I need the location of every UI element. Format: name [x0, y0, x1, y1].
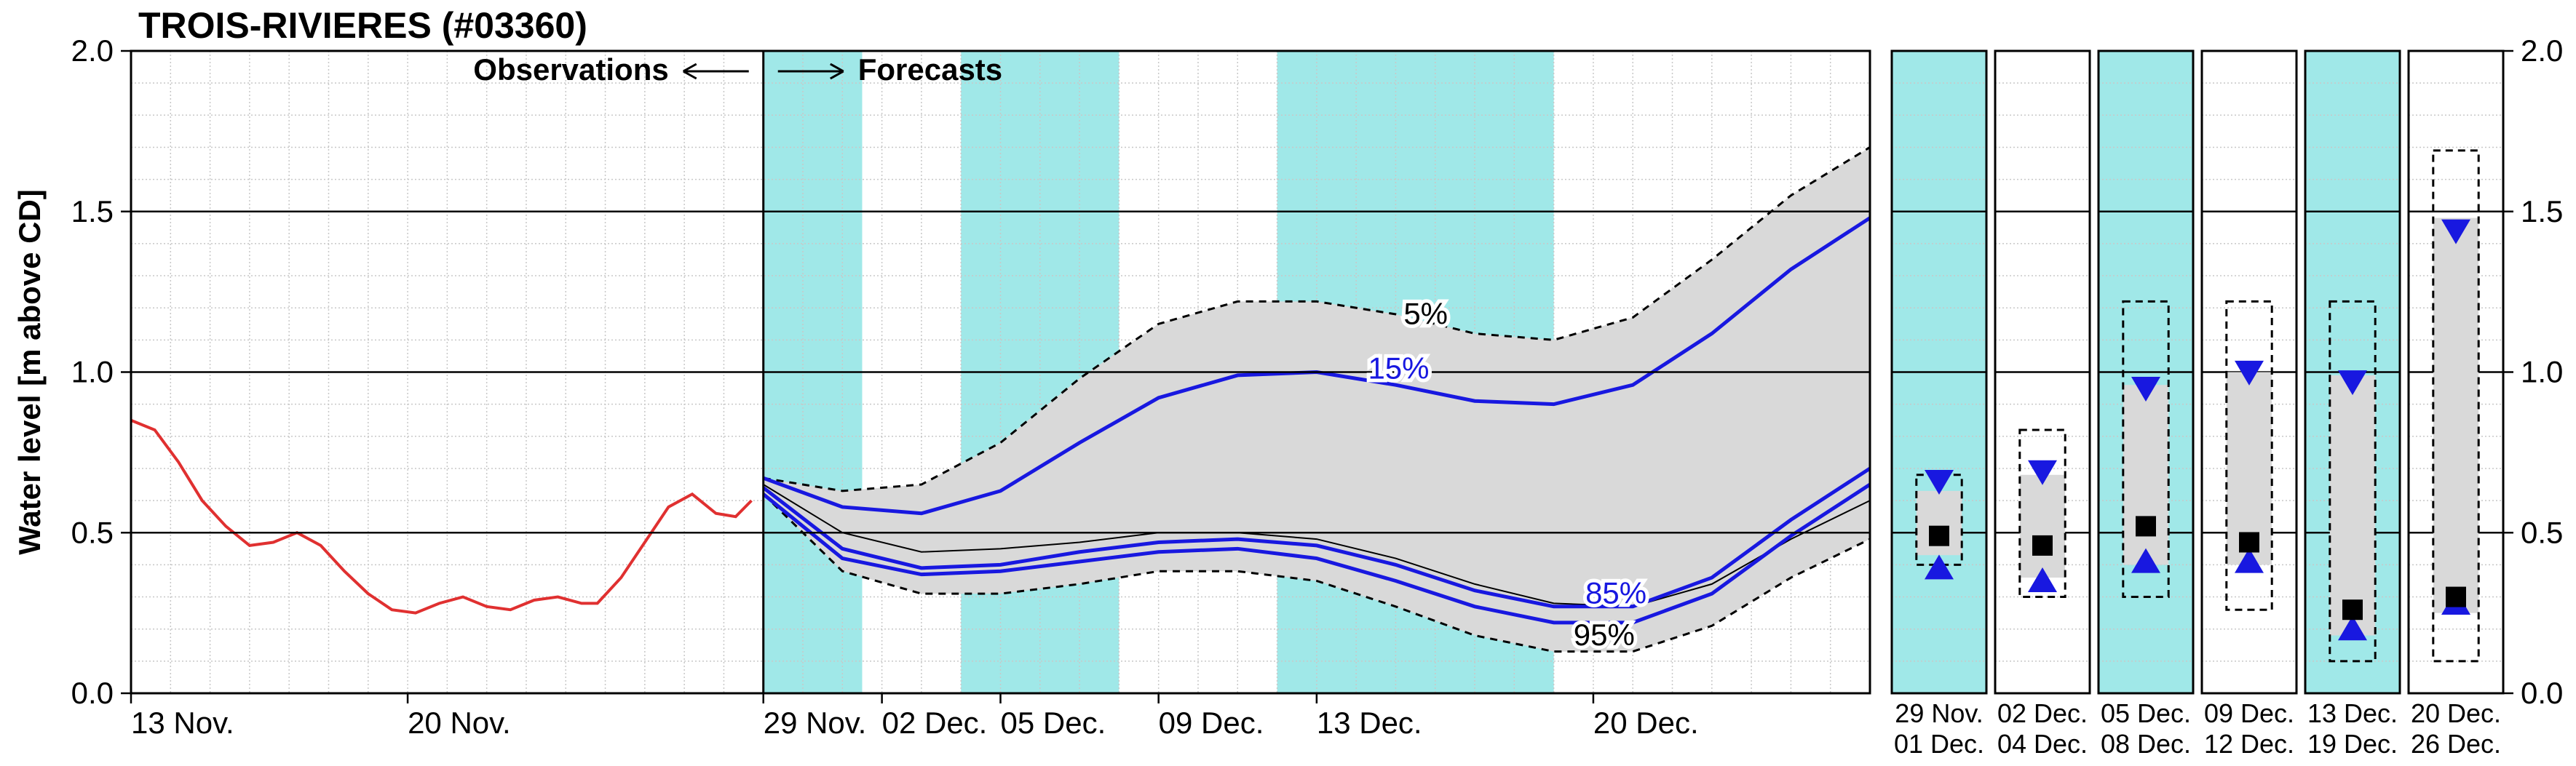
ytick-label: 0.5	[71, 515, 114, 549]
obs-line	[131, 420, 751, 613]
ytick-label-right: 0.0	[2521, 676, 2563, 710]
panel-bot-label: 26 Dec.	[2411, 729, 2501, 759]
pct-label: 95%	[1574, 618, 1635, 652]
median-square-icon	[2342, 599, 2363, 620]
ytick-label: 1.5	[71, 194, 114, 228]
side-panel: 09 Dec.12 Dec.	[2202, 51, 2296, 759]
xtick-label: 13 Dec.	[1317, 706, 1422, 740]
median-square-icon	[2032, 535, 2053, 556]
xtick-label: 29 Nov.	[764, 706, 867, 740]
side-panel: 29 Nov.01 Dec.	[1892, 51, 1986, 759]
ytick-label-right: 0.5	[2521, 515, 2563, 549]
side-panel: 05 Dec.08 Dec.	[2099, 51, 2193, 759]
side-panel: 13 Dec.19 Dec.	[2305, 51, 2400, 759]
panel-gray-box	[2123, 385, 2168, 564]
panel-top-label: 05 Dec.	[2101, 698, 2191, 728]
panel-bot-label: 01 Dec.	[1894, 729, 1984, 759]
xtick-label: 09 Dec.	[1159, 706, 1264, 740]
ytick-label-right: 2.0	[2521, 33, 2563, 68]
panel-bot-label: 19 Dec.	[2307, 729, 2398, 759]
median-square-icon	[2446, 587, 2466, 607]
panel-top-label: 29 Nov.	[1895, 698, 1983, 728]
panel-gray-box	[2020, 475, 2065, 578]
panel-bot-label: 04 Dec.	[1997, 729, 2088, 759]
main-plot: 5%5%15%15%85%85%95%95%ObservationsForeca…	[12, 5, 1870, 740]
panel-top-label: 02 Dec.	[1997, 698, 2088, 728]
xtick-label: 20 Nov.	[408, 706, 511, 740]
panel-top-label: 09 Dec.	[2204, 698, 2294, 728]
pct-label: 15%	[1368, 351, 1429, 385]
median-square-icon	[1929, 526, 1949, 546]
chart-container: 5%5%15%15%85%85%95%95%ObservationsForeca…	[0, 0, 2576, 766]
chart-svg: 5%5%15%15%85%85%95%95%ObservationsForeca…	[0, 0, 2576, 766]
y-axis-label: Water level [m above CD]	[12, 189, 47, 555]
ytick-label: 1.0	[71, 355, 114, 389]
ytick-label: 2.0	[71, 33, 114, 68]
panel-top-label: 20 Dec.	[2411, 698, 2501, 728]
chart-title: TROIS-RIVIERES (#03360)	[138, 5, 587, 46]
ytick-label: 0.0	[71, 676, 114, 710]
fcst-label: Forecasts	[858, 52, 1002, 87]
panel-gray-box	[2330, 375, 2375, 636]
arrow-left-icon	[683, 64, 749, 79]
panel-bot-label: 12 Dec.	[2204, 729, 2294, 759]
ytick-label-right: 1.0	[2521, 355, 2563, 389]
panel-gray-box	[2433, 218, 2478, 613]
side-panel: 20 Dec.26 Dec.	[2409, 51, 2503, 759]
side-panel: 02 Dec.04 Dec.	[1995, 51, 2090, 759]
pct-label: 85%	[1585, 575, 1646, 610]
obs-label: Observations	[473, 52, 668, 87]
ytick-label-right: 1.5	[2521, 194, 2563, 228]
median-square-icon	[2136, 516, 2156, 536]
xtick-label: 05 Dec.	[1001, 706, 1106, 740]
xtick-label: 20 Dec.	[1593, 706, 1699, 740]
panel-top-label: 13 Dec.	[2307, 698, 2398, 728]
median-square-icon	[2239, 532, 2259, 552]
panel-bot-label: 08 Dec.	[2101, 729, 2191, 759]
pct-label: 5%	[1403, 296, 1448, 330]
xtick-label: 02 Dec.	[882, 706, 988, 740]
xtick-label: 13 Nov.	[131, 706, 234, 740]
